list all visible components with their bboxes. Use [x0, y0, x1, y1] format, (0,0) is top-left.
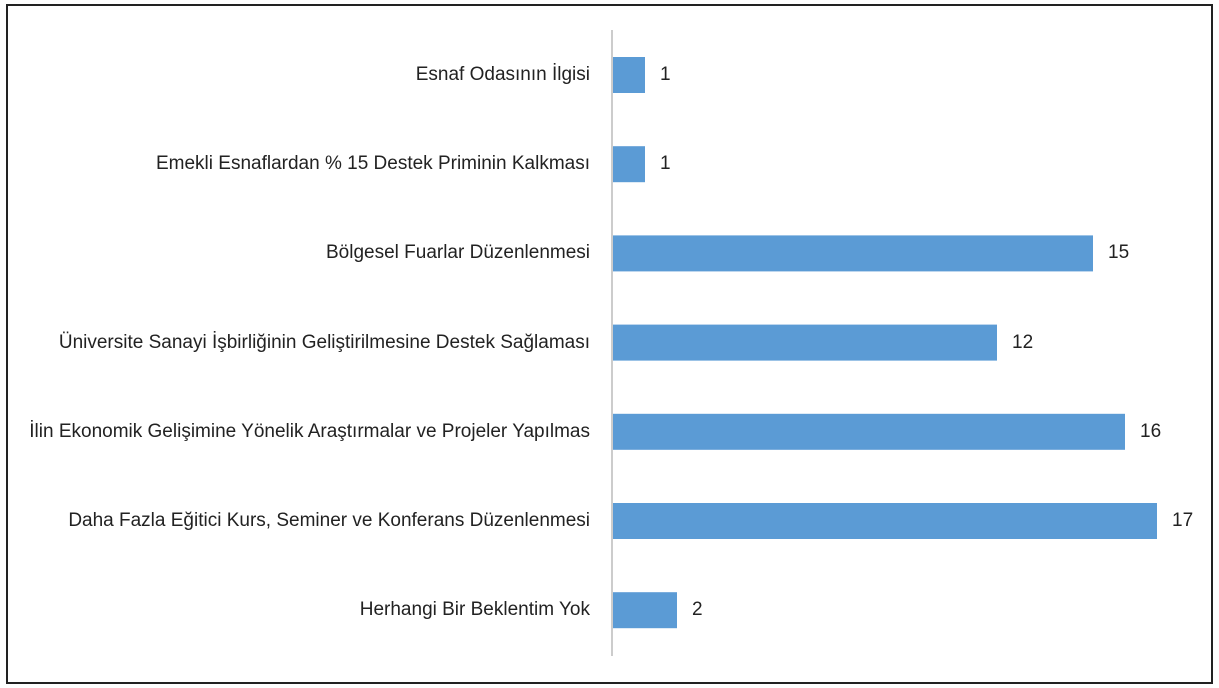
bar: [613, 592, 677, 629]
category-label-box: İlin Ekonomik Gelişimine Yönelik Araştır…: [20, 392, 590, 472]
value-label: 1: [660, 153, 671, 175]
category-label-box: Emekli Esnaflardan % 15 Destek Priminin …: [20, 124, 590, 204]
category-label-box: Üniversite Sanayi İşbirliğinin Geliştiri…: [20, 303, 590, 383]
value-label: 1: [660, 64, 671, 85]
frame: [6, 4, 1213, 684]
category-label: Emekli Esnaflardan % 15 Destek Priminin …: [155, 153, 590, 175]
category-label-box: Herhangi Bir Beklentim Yok: [20, 570, 590, 650]
value-label: 2: [692, 599, 703, 621]
category-label-box: Daha Fazla Eğitici Kurs, Seminer ve Konf…: [20, 481, 590, 561]
bar: [613, 146, 645, 183]
category-label: Bölgesel Fuarlar Düzenlenmesi: [325, 242, 590, 264]
value-label: 16: [1140, 420, 1162, 442]
bar: [613, 413, 1125, 450]
bar: [613, 324, 997, 361]
value-label: 17: [1172, 510, 1194, 531]
category-label: Üniversite Sanayi İşbirliğinin Geliştiri…: [58, 331, 590, 353]
category-label-box: Bölgesel Fuarlar Düzenlenmesi: [20, 213, 590, 293]
bar: [613, 57, 645, 93]
category-label: İlin Ekonomik Gelişimine Yönelik Araştır…: [29, 420, 590, 442]
category-label-box: Esnaf Odasının İlgisi: [20, 35, 590, 115]
bar: [613, 235, 1093, 272]
value-label: 12: [1012, 331, 1034, 353]
value-label: 15: [1108, 242, 1130, 264]
category-label: Esnaf Odasının İlgisi: [415, 64, 590, 85]
bar: [613, 503, 1157, 539]
category-label: Daha Fazla Eğitici Kurs, Seminer ve Konf…: [68, 510, 590, 531]
category-label: Herhangi Bir Beklentim Yok: [359, 599, 590, 621]
